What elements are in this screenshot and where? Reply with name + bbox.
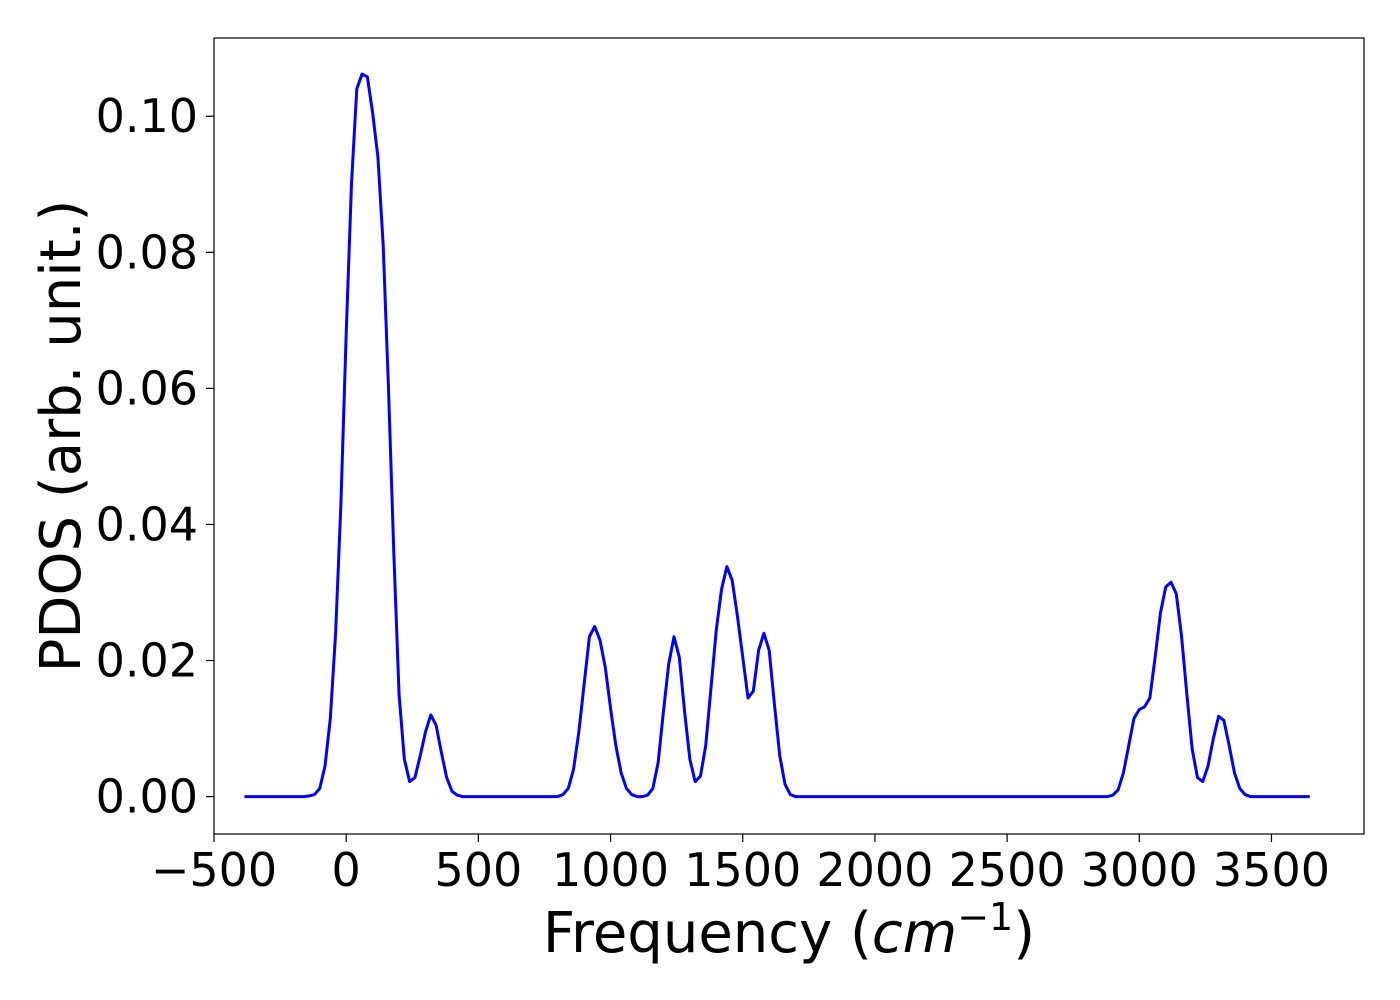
y-tick-label: 0.04 [96,497,198,551]
y-tick-label: 0.02 [96,634,198,688]
y-tick-label: 0.08 [96,225,198,279]
y-tick-label: 0.00 [96,770,198,824]
x-tick-label: 1500 [684,843,801,897]
x-axis-ticks: −500 0 500 1000 1500 2000 2500 3000 3500 [151,834,1330,897]
y-axis-label: PDOS (arb. unit.) [29,200,94,673]
axes-frame [213,37,1365,835]
pdos-series-line [244,72,1310,799]
plot-area [244,72,1310,799]
y-tick-label: 0.06 [96,361,198,415]
x-tick-label: 0 [332,843,361,897]
x-tick-label: 3500 [1213,843,1330,897]
x-tick-label: 2500 [949,843,1066,897]
x-tick-label: 2000 [816,843,933,897]
x-axis-label-text: Frequency ( [543,901,872,966]
x-tick-label: 500 [434,843,522,897]
x-axis-label-close: ) [1013,901,1035,966]
x-tick-label: 1000 [552,843,669,897]
x-axis-label: Frequency (cm−1) [543,895,1035,966]
x-tick-label: 3000 [1081,843,1198,897]
x-tick-label: −500 [151,843,277,897]
y-axis-ticks: 0.00 0.02 0.04 0.06 0.08 0.10 [96,89,214,824]
x-axis-label-exponent: −1 [957,895,1013,939]
y-tick-label: 0.10 [96,89,198,143]
x-axis-label-unit: cm [872,901,957,966]
